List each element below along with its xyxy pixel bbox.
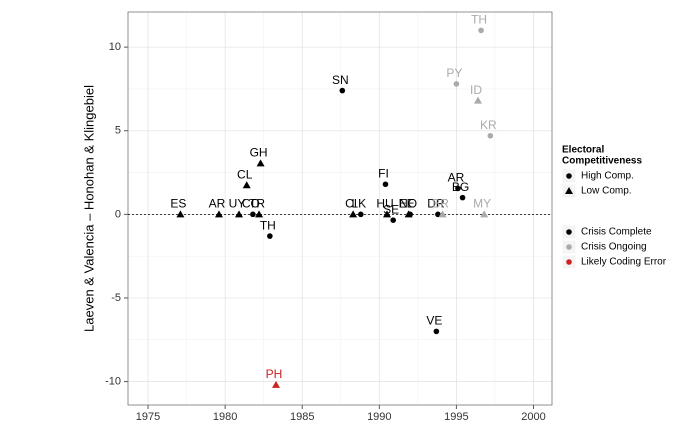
point <box>176 210 185 218</box>
point <box>390 217 396 224</box>
point <box>235 210 244 218</box>
point-label: EE <box>399 197 415 211</box>
legend-symbol <box>565 187 573 194</box>
legend-title: Competitiveness <box>562 156 642 167</box>
point-label: VE <box>426 314 442 328</box>
point-label: PY <box>446 66 462 80</box>
point-label: CL <box>237 167 253 181</box>
point <box>339 87 346 94</box>
point <box>480 210 489 218</box>
point <box>382 181 389 188</box>
x-tick-label: 1985 <box>290 411 314 423</box>
legend-label: Crisis Ongoing <box>581 242 647 253</box>
point <box>435 211 441 218</box>
point <box>267 233 273 239</box>
y-axis-title: Laeven & Valencia – Honohan & Klingebiel <box>81 85 96 332</box>
legend-title: Electoral <box>562 145 604 156</box>
point-label: FI <box>378 166 389 180</box>
point-label: CO <box>242 197 260 211</box>
point-label: TH <box>471 13 487 27</box>
point-label: MY <box>473 197 491 211</box>
point-label: CI <box>345 197 357 211</box>
y-tick-label: 0 <box>115 208 121 220</box>
point-label: NO <box>399 197 417 211</box>
point <box>478 27 484 34</box>
point-label: TR <box>249 197 265 211</box>
legend-symbol <box>566 259 572 265</box>
x-tick-label: 1980 <box>213 411 237 423</box>
point <box>256 159 265 167</box>
legend-symbol <box>566 173 572 179</box>
legend-label: Low Comp. <box>581 186 632 197</box>
point <box>433 328 440 335</box>
point-label: SE <box>383 202 399 216</box>
x-tick-label: 1990 <box>367 411 391 423</box>
y-tick-label: -10 <box>105 375 121 387</box>
point <box>455 185 461 192</box>
plot-border <box>127 11 553 406</box>
x-tick-label: 2000 <box>521 411 545 423</box>
point <box>214 210 223 218</box>
point-label: BR <box>432 197 449 211</box>
x-tick-label: 1975 <box>136 411 160 423</box>
point <box>272 380 281 388</box>
y-tick-label: 10 <box>109 41 121 53</box>
point <box>383 210 392 218</box>
point-label: DR <box>427 197 445 211</box>
y-tick-label: -5 <box>111 292 121 304</box>
point <box>473 96 482 104</box>
point-label: GH <box>250 146 268 160</box>
point-label: SN <box>332 73 349 87</box>
point-label: KR <box>480 118 497 132</box>
legend-label: Likely Coding Error <box>581 257 667 268</box>
point <box>459 194 466 201</box>
point-label: UY <box>229 197 246 211</box>
point <box>407 211 413 218</box>
point-label: ES <box>170 197 186 211</box>
legend-label: High Comp. <box>581 171 634 182</box>
y-tick-label: 5 <box>115 125 121 137</box>
point-label: AR <box>209 197 226 211</box>
point-label: AR <box>448 171 465 185</box>
legend-symbol <box>566 244 572 250</box>
point <box>358 211 364 218</box>
point <box>438 210 447 218</box>
legend-symbol <box>566 229 572 235</box>
point <box>487 132 494 139</box>
x-tick-label: 1995 <box>444 411 468 423</box>
point-label: ID <box>470 83 482 97</box>
point <box>453 81 460 87</box>
point-label: HU <box>376 197 393 211</box>
point-label: TH <box>260 218 276 232</box>
point <box>242 181 251 189</box>
point-label: BG <box>452 180 469 194</box>
point-label: PH <box>266 367 283 381</box>
legend-label: Crisis Complete <box>581 227 652 238</box>
point <box>349 210 358 218</box>
point <box>250 211 256 218</box>
point <box>255 210 264 218</box>
point-label: LK <box>351 197 366 211</box>
